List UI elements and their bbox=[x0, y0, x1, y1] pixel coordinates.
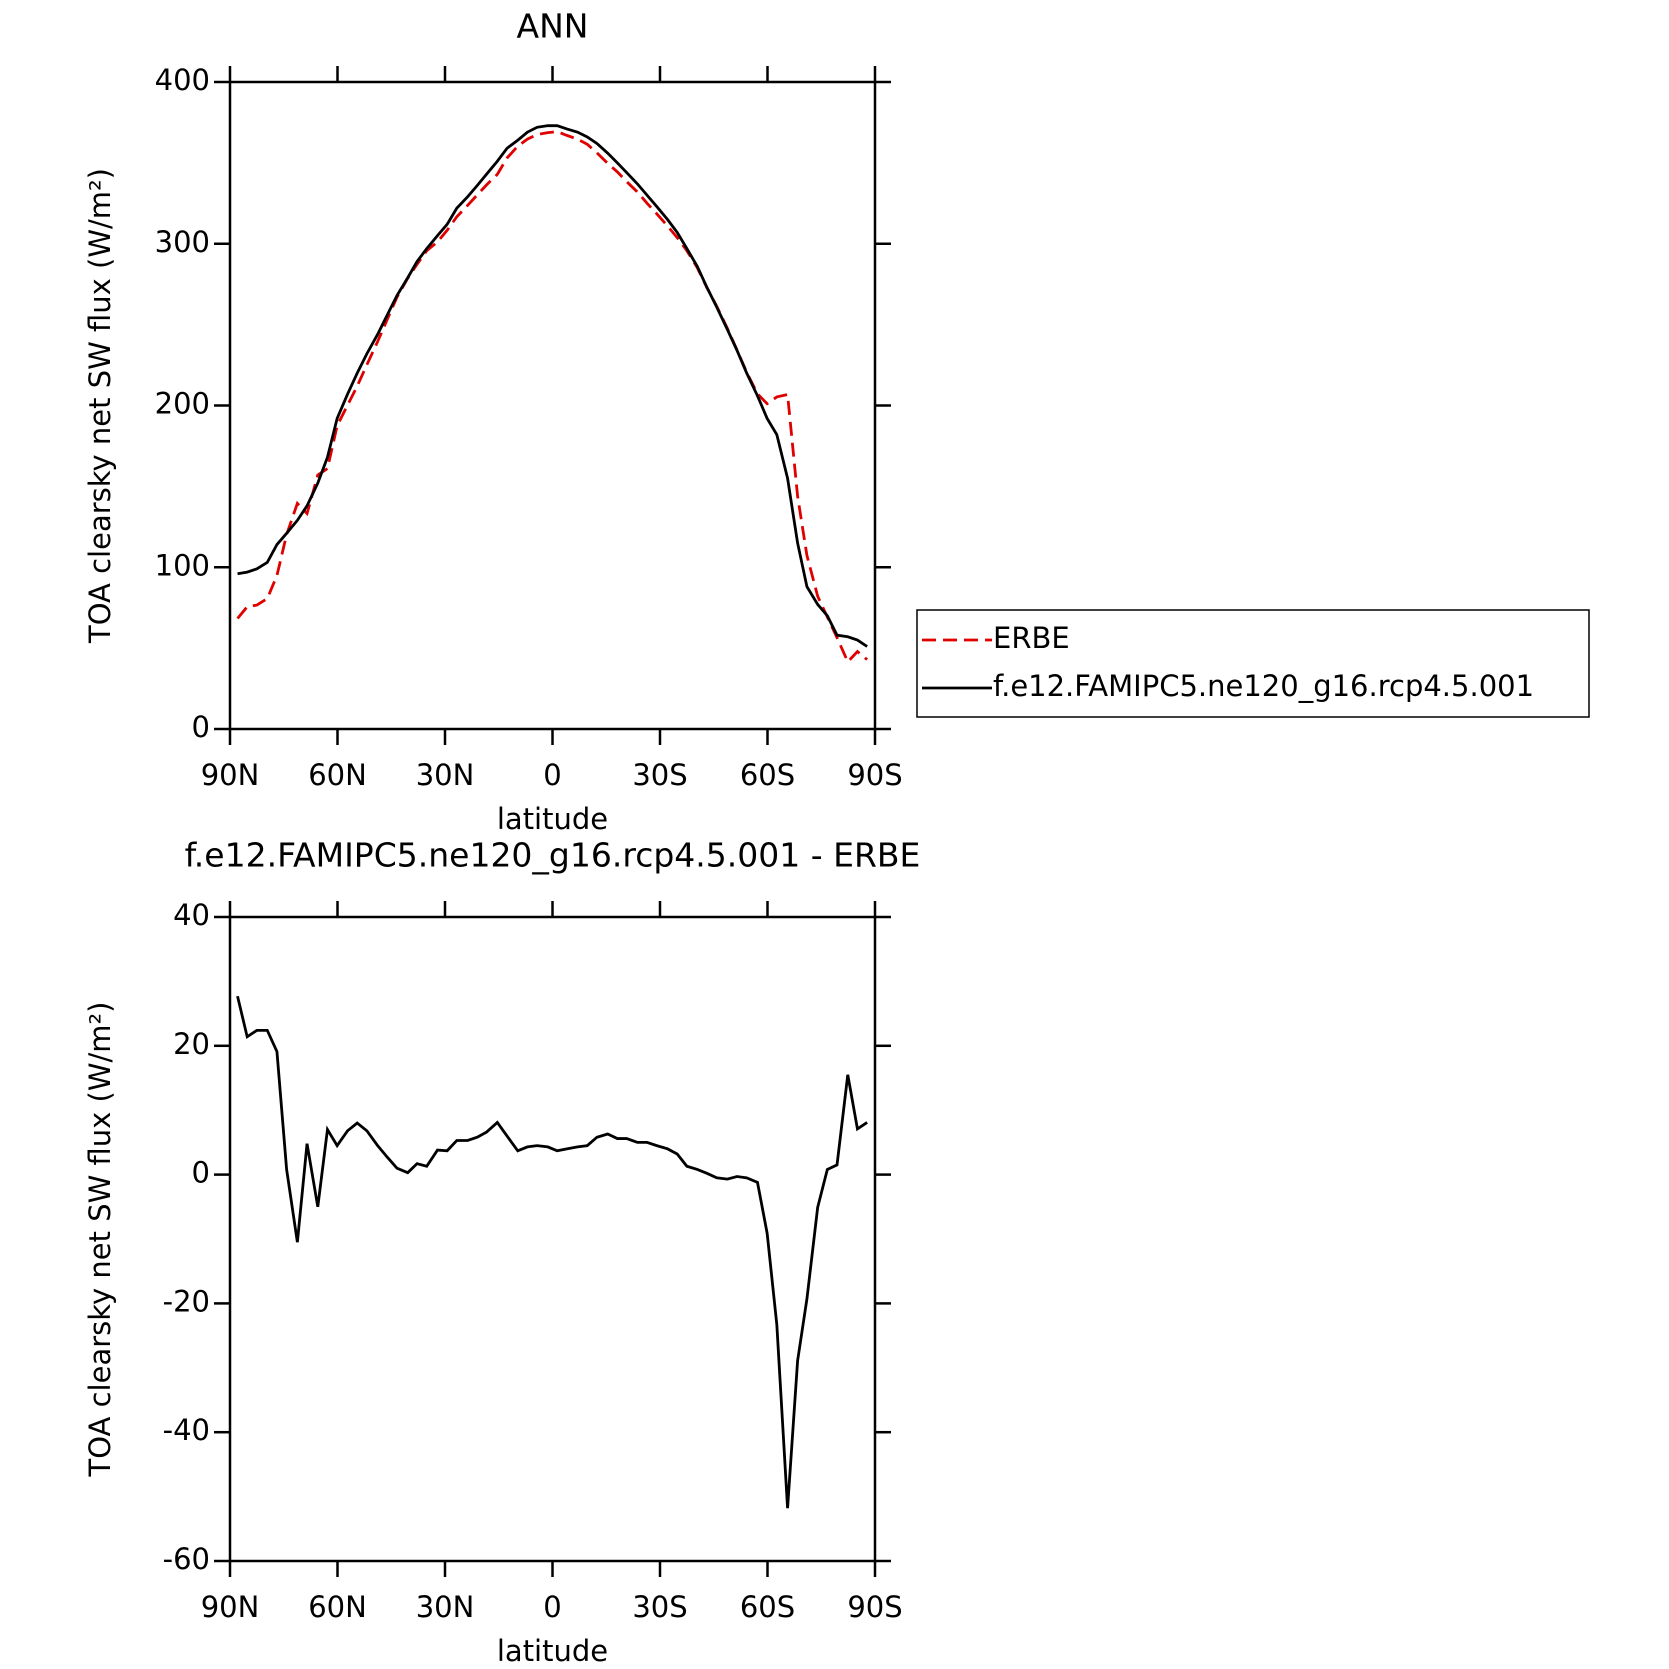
x-tick-label: 90S bbox=[847, 758, 902, 792]
y-tick-label: 100 bbox=[155, 548, 210, 582]
x-tick-label: 90N bbox=[201, 1590, 260, 1624]
x-axis-label: latitude bbox=[497, 802, 608, 836]
x-tick-label: 60N bbox=[308, 758, 367, 792]
y-tick-label: -60 bbox=[163, 1542, 210, 1576]
y-tick-label: 0 bbox=[192, 710, 210, 744]
data-line bbox=[236, 995, 868, 1509]
y-tick-label: 0 bbox=[192, 1156, 210, 1190]
x-tick-label: 0 bbox=[543, 758, 561, 792]
x-tick-label: 60S bbox=[740, 758, 795, 792]
y-tick-label: -20 bbox=[163, 1284, 210, 1318]
legend-box bbox=[916, 609, 1590, 718]
x-tick-label: 0 bbox=[543, 1590, 561, 1624]
legend-label: f.e12.FAMIPC5.ne120_g16.rcp4.5.001 bbox=[993, 669, 1534, 703]
plot-frame bbox=[228, 80, 877, 731]
y-tick-label: 40 bbox=[173, 898, 210, 932]
x-tick-label: 30S bbox=[632, 758, 687, 792]
chart-title: ANN bbox=[517, 7, 589, 46]
y-tick-label: 400 bbox=[155, 63, 210, 97]
panel: ANN 0 100 200 300 400 90N 60N 30N 0 30S 60S 90S latit… bbox=[83, 7, 1590, 836]
y-axis-label: TOA clearsky net SW flux (W/m²) bbox=[83, 1002, 117, 1478]
legend-label: ERBE bbox=[993, 621, 1070, 655]
x-tick-label: 30S bbox=[632, 1590, 687, 1624]
x-axis-label: latitude bbox=[497, 1634, 608, 1668]
data-line bbox=[237, 124, 868, 648]
x-tick-label: 90N bbox=[201, 758, 260, 792]
y-tick-label: 300 bbox=[155, 225, 210, 259]
data-line bbox=[236, 130, 869, 665]
y-tick-label: 20 bbox=[173, 1027, 210, 1061]
x-tick-label: 60N bbox=[308, 1590, 367, 1624]
panel: f.e12.FAMIPC5.ne120_g16.rcp4.5.001 - ERB… bbox=[83, 836, 920, 1669]
x-tick-label: 90S bbox=[847, 1590, 902, 1624]
plot-frame bbox=[228, 915, 877, 1563]
x-tick-label: 30N bbox=[416, 1590, 475, 1624]
y-tick-label: -40 bbox=[163, 1413, 210, 1447]
x-tick-label: 60S bbox=[740, 1590, 795, 1624]
y-tick-label: 200 bbox=[155, 387, 210, 421]
y-axis-label: TOA clearsky net SW flux (W/m²) bbox=[83, 168, 117, 644]
x-tick-label: 30N bbox=[416, 758, 475, 792]
chart-title: f.e12.FAMIPC5.ne120_g16.rcp4.5.001 - ERB… bbox=[185, 836, 921, 875]
